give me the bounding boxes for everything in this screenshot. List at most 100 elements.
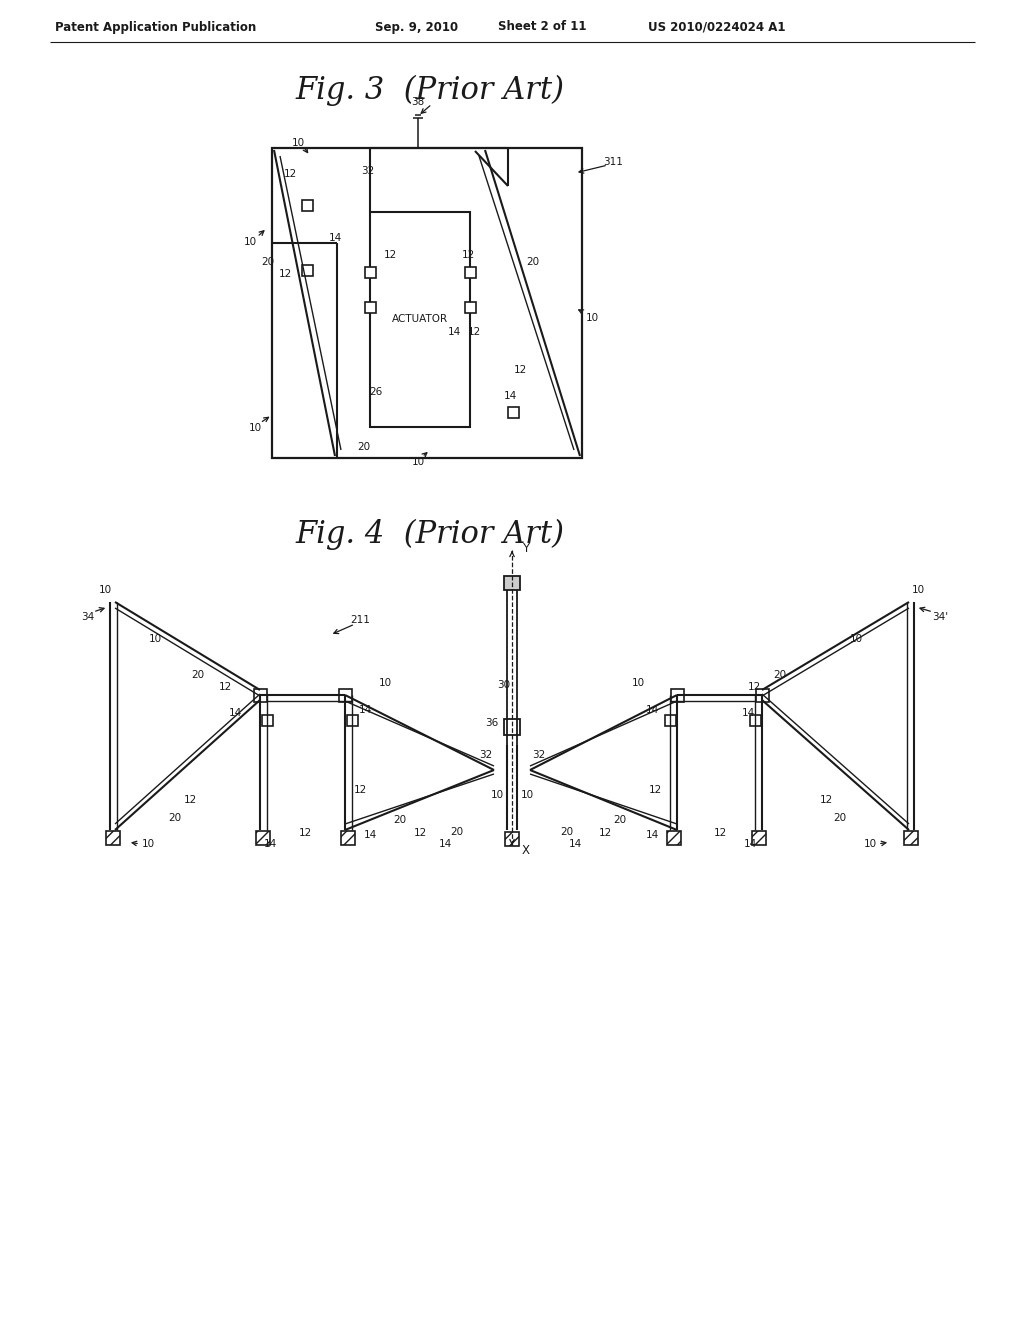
- Text: 12: 12: [383, 249, 396, 260]
- Text: 20: 20: [393, 814, 407, 825]
- Text: 12: 12: [414, 828, 427, 838]
- Bar: [346, 714, 357, 726]
- Bar: [756, 689, 768, 701]
- Text: 14: 14: [228, 708, 242, 718]
- Bar: [370, 213, 470, 426]
- Bar: [665, 714, 676, 726]
- Text: 10: 10: [632, 678, 644, 688]
- Text: 20: 20: [168, 813, 181, 822]
- Text: 32: 32: [361, 166, 375, 176]
- Text: 36: 36: [485, 718, 499, 729]
- Text: 211: 211: [350, 615, 370, 624]
- Bar: [671, 689, 683, 701]
- Bar: [339, 689, 351, 701]
- Text: 12: 12: [218, 682, 231, 692]
- Text: 12: 12: [648, 785, 662, 795]
- Text: Y: Y: [522, 541, 529, 554]
- Text: 14: 14: [743, 840, 757, 849]
- Text: 20: 20: [560, 828, 573, 837]
- Text: 10: 10: [490, 789, 504, 800]
- Text: 10: 10: [379, 678, 391, 688]
- Text: 20: 20: [526, 257, 540, 267]
- Bar: [504, 719, 520, 735]
- Text: 20: 20: [261, 257, 274, 267]
- Text: 14: 14: [741, 708, 755, 718]
- Bar: [365, 267, 376, 277]
- Text: 12: 12: [298, 828, 311, 838]
- Bar: [256, 832, 270, 845]
- Text: 10: 10: [141, 840, 155, 849]
- Text: 311: 311: [603, 157, 623, 168]
- Bar: [301, 264, 312, 276]
- Text: 14: 14: [645, 830, 658, 840]
- Text: 12: 12: [819, 795, 833, 805]
- Text: 34': 34': [932, 612, 948, 622]
- Text: 14: 14: [504, 391, 517, 401]
- Text: 10: 10: [148, 634, 162, 644]
- Text: 10: 10: [863, 840, 877, 849]
- Text: ACTUATOR: ACTUATOR: [392, 314, 449, 325]
- Bar: [904, 832, 918, 845]
- Text: 20: 20: [834, 813, 847, 822]
- Bar: [465, 301, 475, 313]
- Bar: [254, 689, 266, 701]
- Bar: [465, 267, 475, 277]
- Text: 34: 34: [81, 612, 94, 622]
- Text: 10: 10: [586, 313, 599, 323]
- Bar: [365, 301, 376, 313]
- Bar: [106, 832, 120, 845]
- Text: 32: 32: [532, 750, 545, 760]
- Text: 20: 20: [191, 671, 205, 680]
- Text: 10: 10: [249, 422, 261, 433]
- Text: 12: 12: [598, 828, 611, 838]
- Text: 20: 20: [357, 442, 371, 451]
- Text: 10: 10: [412, 457, 425, 467]
- Text: 10: 10: [911, 585, 925, 595]
- Text: 14: 14: [645, 705, 658, 715]
- Text: 12: 12: [279, 269, 292, 279]
- Text: 20: 20: [451, 828, 464, 837]
- Text: Fig. 4  (Prior Art): Fig. 4 (Prior Art): [296, 519, 564, 549]
- Text: 14: 14: [447, 327, 461, 337]
- Text: 14: 14: [568, 840, 582, 849]
- Text: 38: 38: [412, 96, 425, 107]
- Text: US 2010/0224024 A1: US 2010/0224024 A1: [648, 21, 785, 33]
- Text: 20: 20: [773, 671, 786, 680]
- Text: 10: 10: [850, 634, 862, 644]
- Bar: [508, 407, 518, 417]
- Bar: [505, 832, 519, 846]
- Text: Fig. 3  (Prior Art): Fig. 3 (Prior Art): [296, 74, 564, 106]
- Bar: [261, 714, 272, 726]
- Bar: [667, 832, 681, 845]
- Bar: [750, 714, 761, 726]
- Text: 14: 14: [329, 234, 342, 243]
- Text: 32: 32: [479, 750, 492, 760]
- Text: 14: 14: [438, 840, 452, 849]
- Text: 14: 14: [358, 705, 372, 715]
- Bar: [752, 832, 766, 845]
- Text: 10: 10: [292, 139, 304, 148]
- Text: 10: 10: [98, 585, 112, 595]
- Text: 14: 14: [263, 840, 276, 849]
- Text: 10: 10: [520, 789, 534, 800]
- Text: 12: 12: [748, 682, 761, 692]
- Bar: [341, 832, 355, 845]
- Text: 12: 12: [714, 828, 727, 838]
- Text: 10: 10: [244, 238, 257, 247]
- Bar: [504, 576, 520, 590]
- Text: 30: 30: [498, 680, 511, 690]
- Text: 14: 14: [364, 830, 377, 840]
- Text: 20: 20: [613, 814, 627, 825]
- Bar: [301, 199, 312, 210]
- Text: 12: 12: [513, 366, 526, 375]
- Text: X: X: [522, 843, 530, 857]
- Text: Sep. 9, 2010: Sep. 9, 2010: [375, 21, 458, 33]
- Text: 12: 12: [462, 249, 475, 260]
- Text: 12: 12: [183, 795, 197, 805]
- Text: Patent Application Publication: Patent Application Publication: [55, 21, 256, 33]
- Text: Sheet 2 of 11: Sheet 2 of 11: [498, 21, 587, 33]
- Text: 12: 12: [353, 785, 367, 795]
- Text: 26: 26: [370, 387, 383, 397]
- Bar: [272, 148, 582, 458]
- Text: 12: 12: [467, 327, 480, 337]
